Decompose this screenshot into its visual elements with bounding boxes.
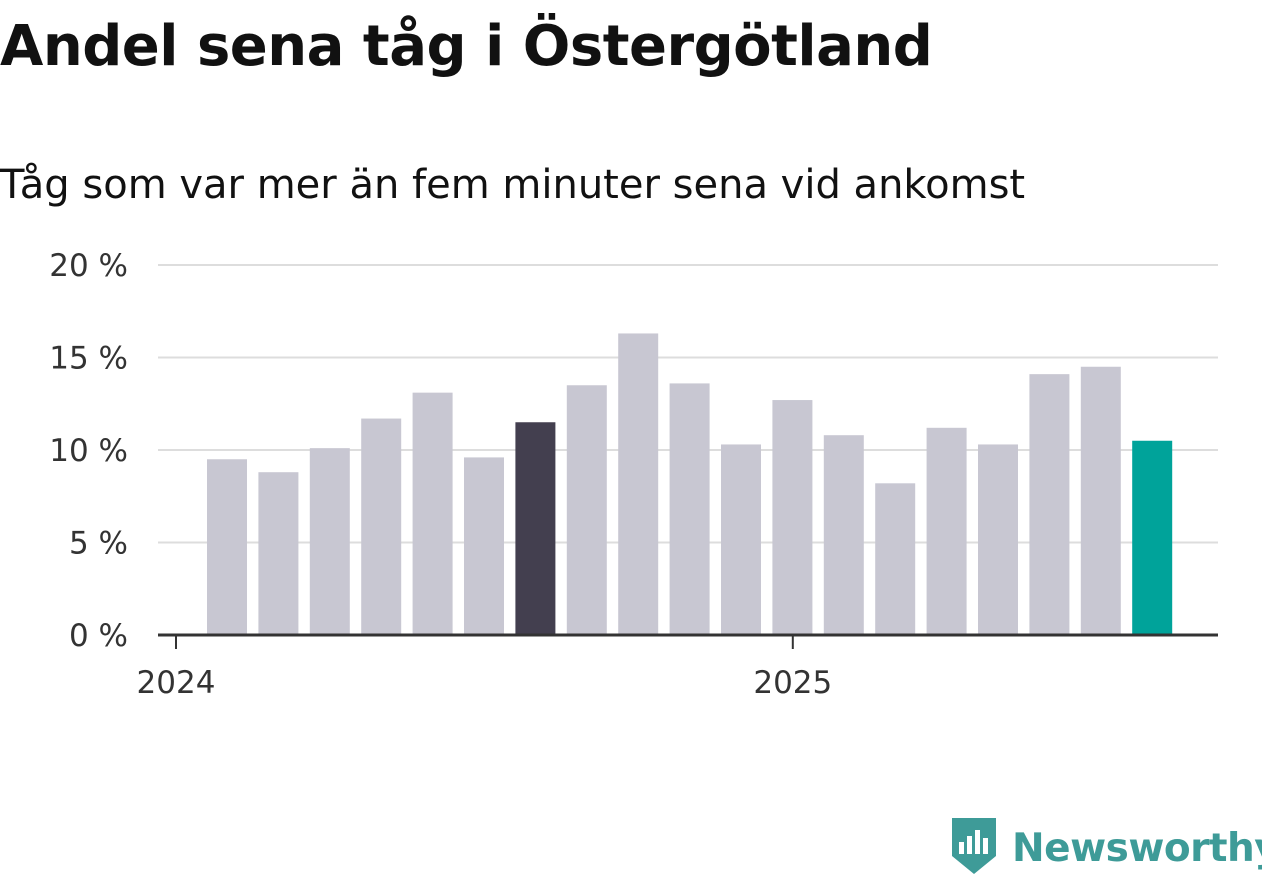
tick-labels: 0 % 5 % 10 % 15 % 20 % 2024 2025 — [49, 248, 832, 701]
bar-2024-03 — [309, 448, 350, 635]
bar-2024-05 — [412, 392, 453, 635]
bar-2025-02 — [875, 483, 916, 635]
y-tick-label: 15 % — [49, 341, 128, 377]
bar-2025-03 — [926, 427, 967, 635]
y-tick-label: 5 % — [69, 526, 128, 562]
bar-2024-09 — [618, 333, 659, 635]
y-tick-label: 10 % — [49, 433, 128, 469]
y-tick-label: 20 % — [49, 248, 128, 284]
x-tick-label: 2025 — [753, 665, 832, 701]
axes — [158, 633, 1218, 649]
bar-2024-10 — [669, 383, 710, 635]
bar-2024-01 — [207, 459, 247, 635]
bar-2025-01 — [823, 435, 864, 635]
y-tick-label: 0 % — [69, 618, 128, 654]
bar-2024-08 — [566, 385, 607, 635]
bar-2024-11 — [721, 444, 761, 635]
brand-name: Newsworthy — [1012, 825, 1262, 871]
bar-2025-05 — [1029, 374, 1070, 635]
chart-title: Andel sena tåg i Östergötland — [0, 14, 933, 79]
bar-2025-04 — [978, 444, 1018, 635]
bars — [207, 333, 1173, 635]
bar-2024-06 — [464, 457, 504, 635]
bar-2024-07 — [515, 422, 556, 635]
newsworthy-logo: Newsworthy — [950, 818, 1262, 878]
bar-2025-07 — [1132, 440, 1173, 635]
bar-2024-04 — [361, 418, 402, 635]
bar-2024-12 — [772, 400, 813, 635]
bar-2024-02 — [258, 472, 299, 635]
chart-subtitle: Tåg som var mer än fem minuter sena vid … — [0, 162, 1026, 208]
newsworthy-chart-icon — [950, 816, 998, 880]
bar-2025-06 — [1080, 366, 1121, 635]
x-tick-label: 2024 — [137, 665, 216, 701]
